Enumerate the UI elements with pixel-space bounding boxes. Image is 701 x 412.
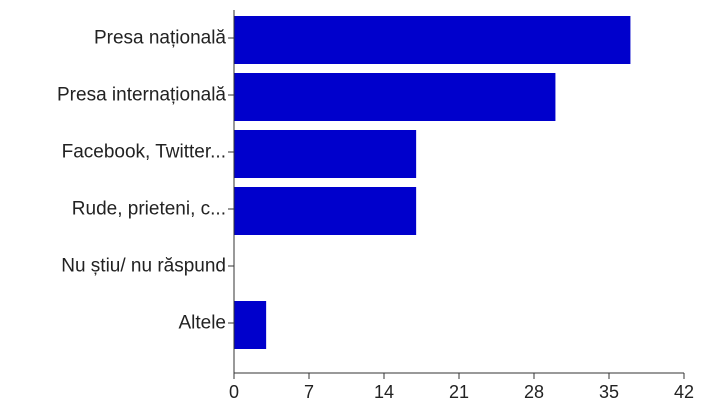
bar-0 <box>234 16 631 64</box>
category-label: Rude, prieteni, c... <box>72 199 226 220</box>
x-tick-label: 42 <box>674 382 694 402</box>
category-label: Nu știu/ nu răspund <box>61 256 226 277</box>
category-label: Facebook, Twitter... <box>62 142 226 163</box>
category-labels-group: Presa națională Presa internațională Faceb… <box>57 28 226 334</box>
bar-2 <box>234 130 417 178</box>
bar-1 <box>234 73 556 121</box>
category-label: Altele <box>178 313 226 334</box>
axes-group <box>228 10 685 379</box>
x-tick-label: 7 <box>304 382 314 402</box>
category-label: Presa internațională <box>57 85 226 106</box>
x-tick-label: 28 <box>524 382 544 402</box>
bars-group <box>234 16 631 349</box>
bar-3 <box>234 187 417 235</box>
x-tick-label: 0 <box>229 382 239 402</box>
x-tick-label: 21 <box>449 382 469 402</box>
bar-5 <box>234 301 267 349</box>
category-label: Presa națională <box>94 28 226 49</box>
x-tick-label: 35 <box>599 382 619 402</box>
tick-labels-group: 0 7 14 21 28 35 42 <box>229 382 694 402</box>
x-tick-label: 14 <box>374 382 394 402</box>
